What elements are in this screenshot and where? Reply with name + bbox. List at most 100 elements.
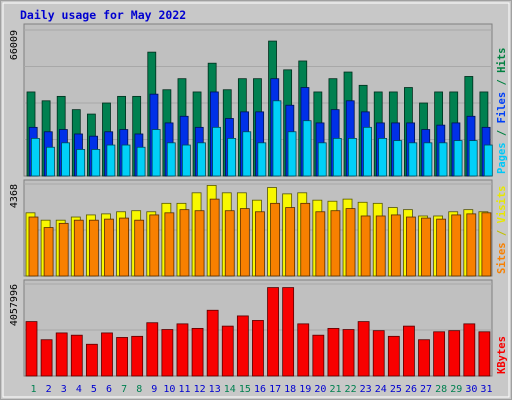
bar-pages-day-25 <box>393 140 403 177</box>
series-legend-label: KBytes <box>496 336 508 374</box>
bar-pages-day-26 <box>408 142 418 177</box>
bar-pages-day-5 <box>91 149 101 177</box>
bar-pages-day-4 <box>76 149 86 177</box>
legend-part: / <box>496 123 508 142</box>
bar-sites-day-31 <box>481 212 492 277</box>
bar-kbytes-day-24 <box>372 330 385 377</box>
bar-sites-day-29 <box>451 214 462 277</box>
day-label: 7 <box>121 384 127 395</box>
bar-sites-day-12 <box>194 210 205 277</box>
bar-pages-day-1 <box>30 137 40 177</box>
day-labels: 1 2 3 4 5 6 7 8 9 10 11 12 13 14 15 16 17 18 19 20 21 22 23 24 2… <box>31 384 493 395</box>
bar-pages-day-8 <box>136 146 146 177</box>
bar-pages-day-23 <box>363 126 372 177</box>
bar-sites-day-28 <box>436 218 447 277</box>
bar-kbytes-day-12 <box>191 327 204 377</box>
legend-part: / <box>496 223 508 242</box>
bar-kbytes-day-3 <box>55 332 68 377</box>
day-label: 5 <box>91 384 97 395</box>
bar-pages-day-24 <box>378 137 388 177</box>
bar-kbytes-day-26 <box>403 325 415 377</box>
bar-pages-day-13 <box>212 126 221 177</box>
panel-visits-sites: 4368 Sites / Visits <box>9 179 508 277</box>
bar-sites-day-3 <box>58 222 69 277</box>
bar-kbytes-day-19 <box>297 323 310 377</box>
day-label: 12 <box>194 384 206 395</box>
legend-part: Hits <box>496 48 508 73</box>
day-label: 28 <box>435 384 447 395</box>
legend-part: Files <box>496 92 508 124</box>
bar-sites-day-8 <box>134 219 145 277</box>
bar-kbytes-day-16 <box>252 320 264 377</box>
bar-pages-day-9 <box>151 129 161 177</box>
bar-sites-day-18 <box>285 207 296 277</box>
day-label: 30 <box>465 384 477 395</box>
bar-pages-day-3 <box>61 142 70 177</box>
bar-pages-day-2 <box>46 146 55 177</box>
bar-pages-day-16 <box>257 142 267 177</box>
legend-part: / <box>496 73 508 92</box>
bar-pages-day-28 <box>438 142 448 177</box>
day-label: 17 <box>269 384 281 395</box>
day-label: 3 <box>61 384 67 395</box>
legend-part: Sites <box>496 242 508 274</box>
day-label: 1 <box>31 384 37 395</box>
bar-kbytes-day-28 <box>433 331 446 377</box>
legend-part: Visits <box>496 185 508 223</box>
day-label: 10 <box>163 384 175 395</box>
day-label: 31 <box>480 384 492 395</box>
day-label: 15 <box>239 384 251 395</box>
bar-sites-day-20 <box>315 211 326 277</box>
day-label: 2 <box>46 384 52 395</box>
day-label: 22 <box>345 384 357 395</box>
bar-pages-day-30 <box>468 140 478 177</box>
bar-sites-day-11 <box>179 209 190 277</box>
bar-sites-day-23 <box>360 215 371 277</box>
bar-sites-day-25 <box>390 214 401 277</box>
bar-pages-day-6 <box>106 144 116 177</box>
day-label: 26 <box>405 384 417 395</box>
bar-pages-day-18 <box>287 131 297 177</box>
day-label: 24 <box>375 384 387 395</box>
bar-kbytes-day-30 <box>463 323 476 377</box>
panel-kbytes: 4057996 KBytes <box>9 279 508 377</box>
bar-kbytes-day-14 <box>221 325 234 377</box>
bar-sites-day-13 <box>209 198 220 277</box>
bar-pages-day-31 <box>483 144 493 177</box>
panels-layer: 66009 Pages / Files / Hits 4368 Sites / Vis… <box>9 23 508 377</box>
bar-kbytes-day-4 <box>70 334 83 377</box>
bar-kbytes-day-29 <box>448 330 461 377</box>
bar-kbytes-day-11 <box>176 323 189 377</box>
day-label: 13 <box>209 384 221 395</box>
bar-pages-day-14 <box>227 137 237 177</box>
bar-sites-day-14 <box>224 210 235 277</box>
bar-kbytes-day-18 <box>282 287 295 377</box>
bar-sites-day-19 <box>300 202 311 277</box>
bar-kbytes-day-25 <box>387 335 400 377</box>
bar-kbytes-day-21 <box>327 327 340 377</box>
series-legend-label: Pages / Files / Hits <box>496 48 508 174</box>
day-label: 6 <box>106 384 112 395</box>
bar-kbytes-day-2 <box>40 339 53 377</box>
bar-sites-day-1 <box>28 216 39 277</box>
legend-part: KBytes <box>496 336 508 374</box>
bar-pages-day-19 <box>302 120 312 177</box>
day-label: 11 <box>178 384 190 395</box>
bar-sites-day-21 <box>330 210 341 277</box>
bar-sites-day-16 <box>255 211 265 277</box>
bar-pages-day-11 <box>181 144 191 177</box>
bar-kbytes-day-27 <box>418 339 430 377</box>
bar-kbytes-day-8 <box>131 335 144 377</box>
bar-pages-day-15 <box>242 131 252 177</box>
bar-sites-day-2 <box>43 227 54 277</box>
day-label: 16 <box>254 384 266 395</box>
bar-pages-day-12 <box>197 142 206 177</box>
bar-sites-day-7 <box>119 217 129 277</box>
bar-kbytes-day-1 <box>25 321 38 377</box>
bar-kbytes-day-20 <box>312 334 325 377</box>
day-label: 21 <box>329 384 341 395</box>
series-legend-label: Sites / Visits <box>496 185 508 274</box>
y-max-label: 4057996 <box>9 284 20 326</box>
